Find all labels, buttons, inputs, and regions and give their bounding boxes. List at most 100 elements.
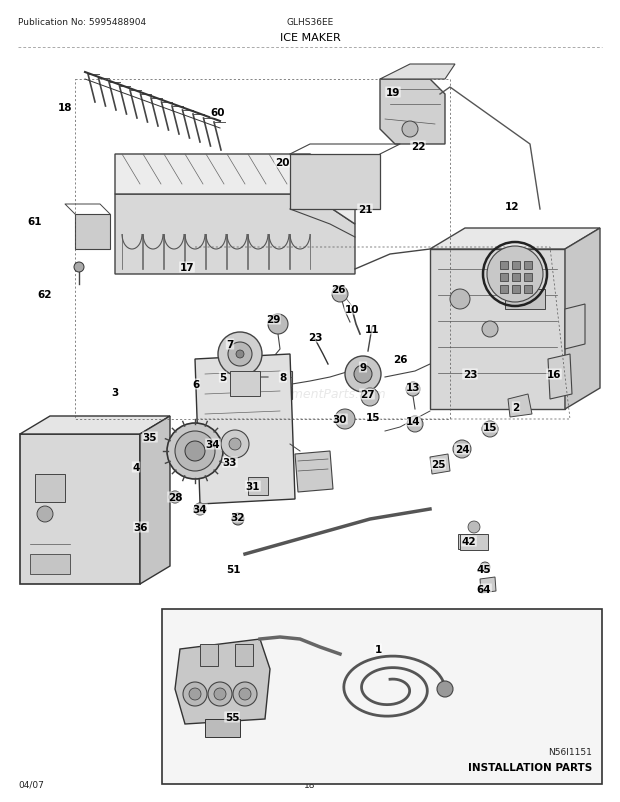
- Bar: [458, 534, 483, 549]
- Polygon shape: [430, 455, 450, 475]
- Polygon shape: [75, 215, 110, 249]
- Text: 11: 11: [365, 325, 379, 334]
- Bar: [512, 286, 520, 294]
- Text: 24: 24: [454, 444, 469, 455]
- Polygon shape: [565, 229, 600, 410]
- Polygon shape: [195, 354, 295, 504]
- Circle shape: [354, 366, 372, 383]
- Text: 30: 30: [333, 415, 347, 424]
- Text: 8: 8: [280, 373, 286, 383]
- Bar: [162, 610, 602, 784]
- Text: 18: 18: [58, 103, 73, 113]
- Text: 18: 18: [304, 780, 316, 789]
- Text: 5: 5: [219, 373, 227, 383]
- Circle shape: [229, 439, 241, 451]
- Polygon shape: [548, 354, 572, 399]
- Circle shape: [221, 431, 249, 459]
- Circle shape: [239, 688, 251, 700]
- Circle shape: [214, 688, 226, 700]
- Polygon shape: [508, 395, 532, 418]
- Text: 45: 45: [477, 565, 491, 574]
- Bar: [205, 719, 240, 737]
- Text: 64: 64: [477, 585, 491, 594]
- Circle shape: [335, 410, 355, 429]
- Text: N56I1151: N56I1151: [548, 747, 592, 756]
- Bar: [235, 644, 253, 666]
- Polygon shape: [290, 155, 380, 210]
- Text: 36: 36: [134, 522, 148, 533]
- Circle shape: [236, 350, 244, 358]
- Text: 15: 15: [366, 412, 380, 423]
- Text: 9: 9: [360, 363, 366, 373]
- Text: 6: 6: [192, 379, 200, 390]
- Bar: [500, 261, 508, 269]
- Text: 62: 62: [38, 290, 52, 300]
- Text: 27: 27: [360, 390, 374, 399]
- Text: INSTALLATION PARTS: INSTALLATION PARTS: [467, 762, 592, 772]
- Circle shape: [183, 683, 207, 706]
- Text: 26: 26: [392, 354, 407, 365]
- Bar: [230, 371, 260, 396]
- Circle shape: [480, 562, 490, 573]
- Bar: [500, 286, 508, 294]
- Text: 26: 26: [330, 285, 345, 294]
- Circle shape: [361, 388, 379, 407]
- Text: 28: 28: [168, 492, 182, 502]
- Polygon shape: [380, 80, 445, 145]
- Text: 19: 19: [386, 88, 400, 98]
- Bar: [512, 273, 520, 282]
- Text: 29: 29: [266, 314, 280, 325]
- Bar: [460, 534, 488, 550]
- Circle shape: [233, 683, 257, 706]
- Circle shape: [37, 506, 53, 522]
- Polygon shape: [20, 435, 140, 585]
- Bar: [512, 261, 520, 269]
- Circle shape: [402, 122, 418, 138]
- Text: 13: 13: [405, 383, 420, 392]
- Text: ICE MAKER: ICE MAKER: [280, 33, 340, 43]
- Polygon shape: [565, 305, 585, 350]
- Polygon shape: [140, 416, 170, 585]
- Circle shape: [450, 290, 470, 310]
- Text: 12: 12: [505, 202, 520, 212]
- Text: 1: 1: [374, 644, 382, 654]
- Circle shape: [482, 422, 498, 437]
- Polygon shape: [380, 65, 455, 80]
- Text: 16: 16: [547, 370, 561, 379]
- Text: 34: 34: [193, 504, 207, 514]
- Polygon shape: [115, 195, 355, 274]
- Bar: [524, 286, 532, 294]
- Circle shape: [345, 357, 381, 392]
- Text: 35: 35: [143, 432, 157, 443]
- Bar: [524, 273, 532, 282]
- Bar: [30, 554, 70, 574]
- Text: 34: 34: [206, 439, 220, 449]
- Circle shape: [169, 492, 181, 504]
- Bar: [248, 477, 268, 496]
- Circle shape: [468, 521, 480, 533]
- Text: 20: 20: [275, 158, 290, 168]
- Text: 31: 31: [246, 481, 260, 492]
- Circle shape: [185, 441, 205, 461]
- Circle shape: [218, 333, 262, 376]
- Text: 17: 17: [180, 263, 194, 273]
- Bar: [500, 273, 508, 282]
- Bar: [200, 644, 218, 666]
- Circle shape: [487, 247, 543, 302]
- Text: 14: 14: [405, 416, 420, 427]
- Text: 3: 3: [112, 387, 118, 398]
- Circle shape: [167, 423, 223, 480]
- Text: GLHS36EE: GLHS36EE: [286, 18, 334, 27]
- Text: 04/07: 04/07: [18, 780, 44, 789]
- Bar: [505, 290, 545, 310]
- Text: 23: 23: [308, 333, 322, 342]
- Circle shape: [232, 513, 244, 525]
- Circle shape: [228, 342, 252, 367]
- Polygon shape: [295, 452, 333, 492]
- Text: 4: 4: [132, 463, 140, 472]
- Bar: [35, 475, 65, 502]
- Polygon shape: [115, 155, 355, 225]
- Circle shape: [406, 383, 420, 396]
- Bar: [524, 261, 532, 269]
- Circle shape: [407, 416, 423, 432]
